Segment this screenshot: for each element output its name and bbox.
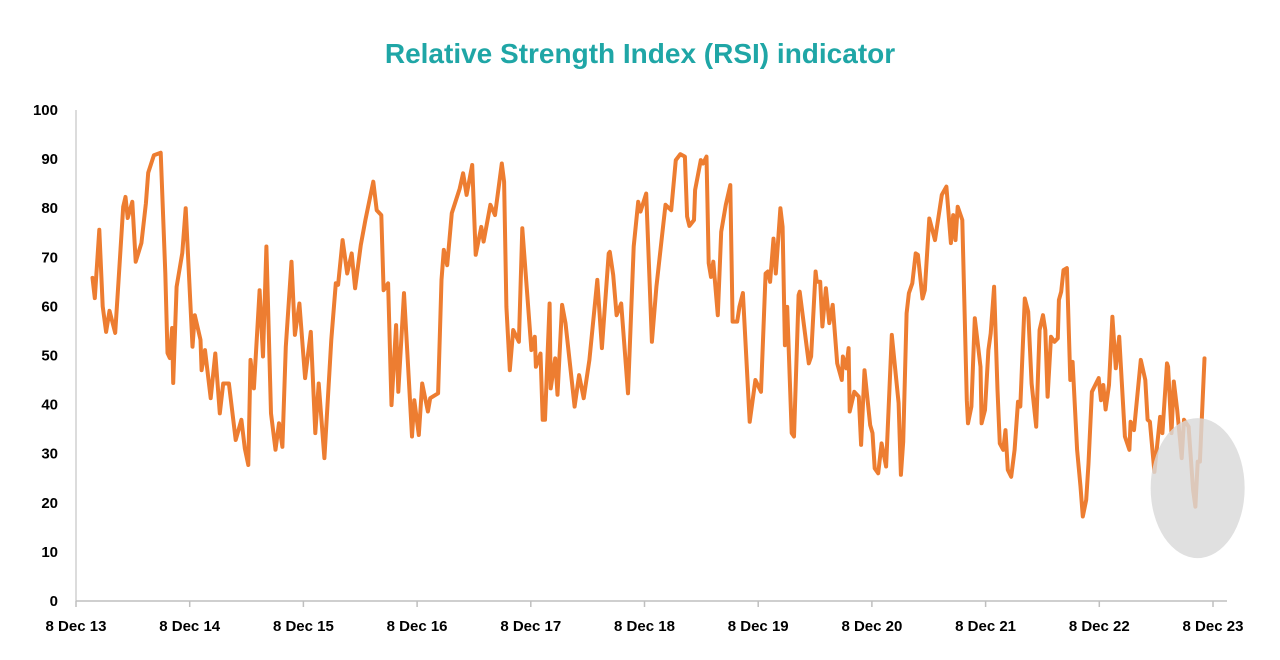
highlight-ellipse	[1150, 418, 1245, 559]
x-tick-label: 8 Dec 15	[273, 618, 334, 635]
y-tick-label: 40	[41, 397, 58, 414]
y-tick-label: 0	[50, 593, 58, 610]
x-tick-label: 8 Dec 22	[1069, 618, 1130, 635]
y-tick-label: 30	[41, 446, 58, 463]
x-tick-label: 8 Dec 18	[614, 618, 675, 635]
x-tick-label: 8 Dec 19	[728, 618, 789, 635]
y-tick-label: 50	[41, 348, 58, 365]
x-tick-label: 8 Dec 21	[955, 618, 1016, 635]
x-tick-label: 8 Dec 20	[841, 618, 902, 635]
y-tick-label: 60	[41, 298, 58, 315]
y-tick-label: 100	[33, 102, 58, 119]
chart-title: Relative Strength Index (RSI) indicator	[384, 38, 896, 69]
series-group	[90, 150, 1207, 519]
rsi-series-line	[90, 150, 1207, 519]
y-tick-label: 70	[41, 249, 58, 266]
x-tick-label: 8 Dec 17	[500, 618, 561, 635]
y-tick-label: 20	[41, 495, 58, 512]
highlight-group	[1150, 418, 1245, 559]
x-tick-label: 8 Dec 23	[1183, 618, 1244, 635]
x-tick-label: 8 Dec 16	[387, 618, 448, 635]
axes: 0 10 20 30 40 50 60 70 80 90 100 8 Dec 13 8 Dec 14 8 …	[33, 102, 1243, 635]
x-tick-label: 8 Dec 14	[159, 618, 221, 635]
y-tick-label: 80	[41, 200, 58, 217]
y-tick-label: 90	[41, 151, 58, 168]
y-tick-label: 10	[41, 544, 58, 561]
x-tick-label: 8 Dec 13	[46, 618, 107, 635]
